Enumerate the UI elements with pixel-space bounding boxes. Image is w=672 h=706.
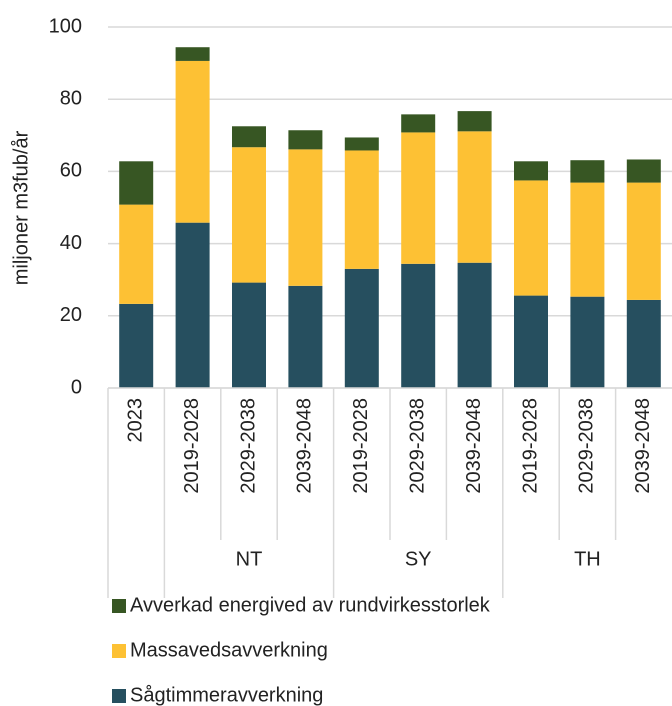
- bar-segment: [626, 182, 661, 300]
- legend-label: Avverkad energived av rundvirkesstorlek: [130, 594, 491, 616]
- x-tick-label: 2019-2028: [350, 398, 372, 494]
- bar-segment: [175, 47, 210, 61]
- x-tick-label: 2023: [124, 398, 146, 443]
- x-tick-label: 2019-2028: [181, 398, 203, 494]
- bar-segment: [119, 161, 154, 205]
- x-tick-label: 2029-2038: [406, 398, 428, 494]
- group-label: TH: [574, 548, 601, 570]
- bar-segment: [457, 111, 492, 132]
- x-tick-label: 2039-2048: [294, 398, 316, 494]
- bar-segment: [514, 161, 548, 181]
- bar-segment: [514, 295, 548, 388]
- bar-segment: [401, 132, 436, 264]
- x-tick-label: 2039-2048: [463, 398, 485, 494]
- bar-segment: [401, 114, 436, 133]
- bar-segment: [344, 150, 379, 269]
- bar-segment: [626, 299, 661, 388]
- bar-segment: [288, 130, 323, 150]
- legend-swatch: [112, 689, 126, 703]
- bar-segment: [232, 282, 266, 388]
- bar-segment: [344, 137, 379, 151]
- bar-segment: [119, 204, 154, 304]
- x-tick-label: 2029-2038: [237, 398, 259, 494]
- group-label: SY: [405, 548, 432, 570]
- bar-segment: [232, 126, 266, 148]
- x-tick-label: 2029-2038: [576, 398, 598, 494]
- y-tick-label: 0: [71, 376, 82, 398]
- bar-segment: [288, 285, 323, 388]
- y-axis-title: miljoner m3fub/år: [10, 130, 32, 285]
- legend-label: Sågtimmeravverkning: [130, 684, 323, 706]
- x-tick-label: 2039-2048: [632, 398, 654, 494]
- bar-segment: [457, 262, 492, 388]
- bar-segment: [288, 149, 323, 286]
- bar-segment: [119, 303, 154, 388]
- y-tick-label: 20: [60, 304, 82, 326]
- bar-segment: [570, 296, 605, 388]
- legend-swatch: [112, 644, 126, 658]
- legend-swatch: [112, 599, 126, 613]
- y-tick-label: 80: [60, 87, 82, 109]
- bar-segment: [570, 160, 605, 183]
- bar-segment: [457, 131, 492, 263]
- bar-segment: [514, 180, 548, 296]
- bar-segment: [570, 182, 605, 297]
- bar-segment: [232, 147, 266, 283]
- group-label: NT: [236, 548, 263, 570]
- bar-segment: [401, 263, 436, 388]
- y-tick-label: 40: [60, 232, 82, 254]
- y-tick-label: 60: [60, 160, 82, 182]
- bar-segment: [344, 268, 379, 388]
- bar-segment: [175, 60, 210, 223]
- y-tick-label: 100: [49, 15, 82, 37]
- legend-label: Massavedsavverkning: [130, 639, 328, 661]
- bar-segment: [175, 222, 210, 388]
- bar-segment: [626, 159, 661, 183]
- x-tick-label: 2019-2028: [519, 398, 541, 494]
